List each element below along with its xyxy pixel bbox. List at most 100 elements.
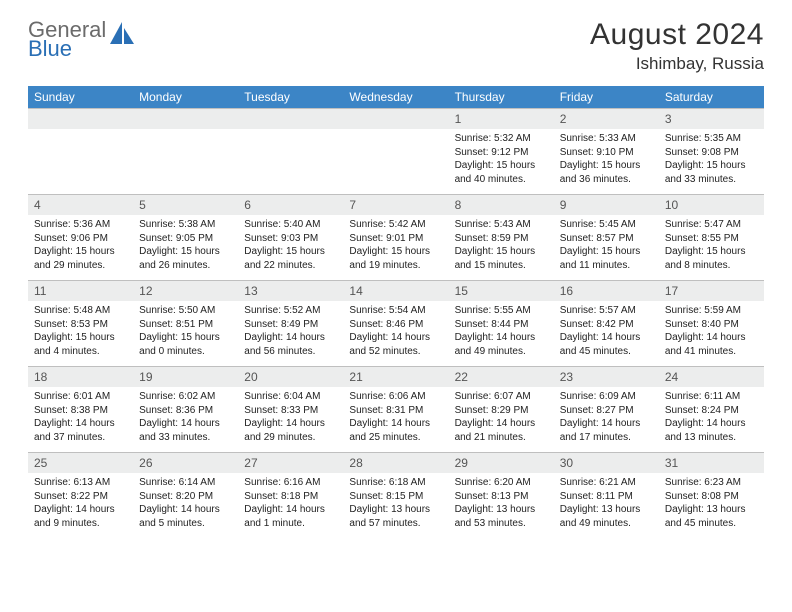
day-number: 22 (449, 367, 554, 387)
calendar-table: SundayMondayTuesdayWednesdayThursdayFrid… (28, 86, 764, 538)
day-number: 4 (28, 195, 133, 215)
sunrise-text: Sunrise: 5:50 AM (139, 304, 232, 318)
daylight-text: Daylight: 14 hours and 56 minutes. (244, 331, 337, 358)
day-number: 8 (449, 195, 554, 215)
daylight-text: Daylight: 13 hours and 53 minutes. (455, 503, 548, 530)
calendar-cell: 16Sunrise: 5:57 AMSunset: 8:42 PMDayligh… (554, 281, 659, 367)
sunset-text: Sunset: 8:57 PM (560, 232, 653, 246)
day-content: Sunrise: 5:50 AMSunset: 8:51 PMDaylight:… (133, 301, 238, 366)
daylight-text: Daylight: 14 hours and 21 minutes. (455, 417, 548, 444)
calendar-cell: 3Sunrise: 5:35 AMSunset: 9:08 PMDaylight… (659, 109, 764, 195)
sunrise-text: Sunrise: 6:07 AM (455, 390, 548, 404)
calendar-cell: 26 Sunrise: 6:14 AMSunset: 8:20 PMDayligh… (133, 453, 238, 539)
sunset-text: Sunset: 9:03 PM (244, 232, 337, 246)
day-content (238, 129, 343, 177)
brand-text: General Blue (28, 18, 106, 60)
day-number: 23 (554, 367, 659, 387)
calendar-cell: 10Sunrise: 5:47 AMSunset: 8:55 PMDayligh… (659, 195, 764, 281)
day-number: 14 (343, 281, 448, 301)
sunset-text: Sunset: 8:53 PM (34, 318, 127, 332)
weekday-header: Tuesday (238, 86, 343, 109)
sunrise-text: Sunrise: 5:33 AM (560, 132, 653, 146)
daylight-text: Daylight: 14 hours and 29 minutes. (244, 417, 337, 444)
daylight-text: Daylight: 14 hours and 52 minutes. (349, 331, 442, 358)
calendar-cell-empty (133, 109, 238, 195)
day-content: Sunrise: 5:40 AMSunset: 9:03 PMDaylight:… (238, 215, 343, 280)
calendar-cell: 30Sunrise: 6:21 AMSunset: 8:11 PMDayligh… (554, 453, 659, 539)
sunset-text: Sunset: 9:05 PM (139, 232, 232, 246)
calendar-cell: 7Sunrise: 5:42 AMSunset: 9:01 PMDaylight… (343, 195, 448, 281)
sunrise-text: Sunrise: 6:02 AM (139, 390, 232, 404)
calendar-cell: 27Sunrise: 6:16 AMSunset: 8:18 PMDayligh… (238, 453, 343, 539)
day-number: 6 (238, 195, 343, 215)
day-content: Sunrise: 5:38 AMSunset: 9:05 PMDaylight:… (133, 215, 238, 280)
weekday-header: Wednesday (343, 86, 448, 109)
location-text: Ishimbay, Russia (590, 54, 764, 74)
calendar-cell: 31Sunrise: 6:23 AMSunset: 8:08 PMDayligh… (659, 453, 764, 539)
calendar-week-row: 18Sunrise: 6:01 AMSunset: 8:38 PMDayligh… (28, 367, 764, 453)
calendar-cell: 24Sunrise: 6:11 AMSunset: 8:24 PMDayligh… (659, 367, 764, 453)
sunset-text: Sunset: 8:42 PM (560, 318, 653, 332)
day-content: Sunrise: 5:52 AMSunset: 8:49 PMDaylight:… (238, 301, 343, 366)
calendar-page: General Blue August 2024 Ishimbay, Russi… (0, 0, 792, 548)
day-content: Sunrise: 6:11 AMSunset: 8:24 PMDaylight:… (659, 387, 764, 452)
calendar-cell: 17Sunrise: 5:59 AMSunset: 8:40 PMDayligh… (659, 281, 764, 367)
day-number: 19 (133, 367, 238, 387)
sunset-text: Sunset: 8:20 PM (139, 490, 232, 504)
day-content: Sunrise: 5:35 AMSunset: 9:08 PMDaylight:… (659, 129, 764, 194)
daylight-text: Daylight: 15 hours and 33 minutes. (665, 159, 758, 186)
day-number: 25 (28, 453, 133, 473)
calendar-cell: 9Sunrise: 5:45 AMSunset: 8:57 PMDaylight… (554, 195, 659, 281)
day-number: 31 (659, 453, 764, 473)
calendar-cell: 13Sunrise: 5:52 AMSunset: 8:49 PMDayligh… (238, 281, 343, 367)
sunrise-text: Sunrise: 5:42 AM (349, 218, 442, 232)
day-content: Sunrise: 5:48 AMSunset: 8:53 PMDaylight:… (28, 301, 133, 366)
sunrise-text: Sunrise: 5:38 AM (139, 218, 232, 232)
day-content: Sunrise: 5:45 AMSunset: 8:57 PMDaylight:… (554, 215, 659, 280)
sunrise-text: Sunrise: 6:06 AM (349, 390, 442, 404)
day-number: 2 (554, 109, 659, 129)
daylight-text: Daylight: 14 hours and 5 minutes. (139, 503, 232, 530)
daylight-text: Daylight: 15 hours and 0 minutes. (139, 331, 232, 358)
sunrise-text: Sunrise: 5:36 AM (34, 218, 127, 232)
sunset-text: Sunset: 8:40 PM (665, 318, 758, 332)
day-number (343, 109, 448, 129)
day-content: Sunrise: 5:57 AMSunset: 8:42 PMDaylight:… (554, 301, 659, 366)
day-content: Sunrise: 6:23 AMSunset: 8:08 PMDaylight:… (659, 473, 764, 538)
daylight-text: Daylight: 13 hours and 49 minutes. (560, 503, 653, 530)
sunset-text: Sunset: 8:24 PM (665, 404, 758, 418)
day-number: 16 (554, 281, 659, 301)
daylight-text: Daylight: 15 hours and 8 minutes. (665, 245, 758, 272)
day-number: 1 (449, 109, 554, 129)
day-content: Sunrise: 6:07 AMSunset: 8:29 PMDaylight:… (449, 387, 554, 452)
calendar-week-row: 4 Sunrise: 5:36 AMSunset: 9:06 PM Daylight… (28, 195, 764, 281)
day-number: 26 (133, 453, 238, 473)
sunrise-text: Sunrise: 5:35 AM (665, 132, 758, 146)
brand-logo: General Blue (28, 18, 136, 60)
sunrise-text: Sunrise: 6:20 AM (455, 476, 548, 490)
day-number: 7 (343, 195, 448, 215)
calendar-cell: 28Sunrise: 6:18 AMSunset: 8:15 PMDayligh… (343, 453, 448, 539)
day-number: 21 (343, 367, 448, 387)
calendar-cell: 2Sunrise: 5:33 AMSunset: 9:10 PMDaylight… (554, 109, 659, 195)
sail-icon (108, 20, 136, 46)
calendar-cell: 21Sunrise: 6:06 AMSunset: 8:31 PMDayligh… (343, 367, 448, 453)
daylight-text: Daylight: 15 hours and 36 minutes. (560, 159, 653, 186)
daylight-text: Daylight: 14 hours and 41 minutes. (665, 331, 758, 358)
sunset-text: Sunset: 8:36 PM (139, 404, 232, 418)
sunset-text: Sunset: 9:06 PM (34, 232, 127, 246)
sunrise-text: Sunrise: 5:55 AM (455, 304, 548, 318)
sunrise-text: Sunrise: 6:14 AM (139, 476, 232, 490)
day-content: Sunrise: 6:20 AMSunset: 8:13 PMDaylight:… (449, 473, 554, 538)
day-content: Sunrise: 5:33 AMSunset: 9:10 PMDaylight:… (554, 129, 659, 194)
day-number: 18 (28, 367, 133, 387)
day-number: 17 (659, 281, 764, 301)
day-number: 30 (554, 453, 659, 473)
sunset-text: Sunset: 9:12 PM (455, 146, 548, 160)
weekday-row: SundayMondayTuesdayWednesdayThursdayFrid… (28, 86, 764, 109)
weekday-header: Sunday (28, 86, 133, 109)
day-content: Sunrise: 6:04 AMSunset: 8:33 PMDaylight:… (238, 387, 343, 452)
calendar-cell: 29Sunrise: 6:20 AMSunset: 8:13 PMDayligh… (449, 453, 554, 539)
day-content (343, 129, 448, 177)
sunset-text: Sunset: 9:10 PM (560, 146, 653, 160)
